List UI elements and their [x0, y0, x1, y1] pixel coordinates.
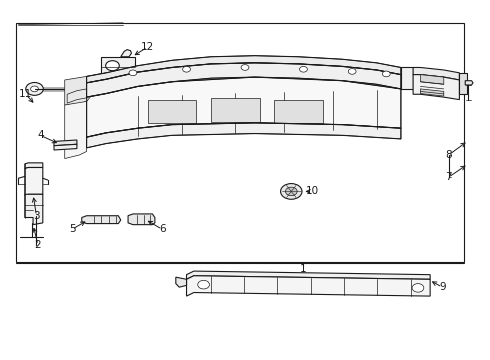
Polygon shape — [87, 63, 401, 97]
Polygon shape — [460, 73, 466, 94]
Polygon shape — [67, 89, 87, 103]
Text: 10: 10 — [306, 186, 319, 197]
Polygon shape — [65, 102, 87, 158]
Polygon shape — [54, 140, 77, 146]
Bar — [211, 98, 260, 122]
Circle shape — [198, 280, 209, 289]
Polygon shape — [187, 271, 430, 279]
Polygon shape — [87, 123, 401, 148]
Polygon shape — [413, 67, 460, 80]
Polygon shape — [420, 89, 444, 96]
Circle shape — [183, 66, 191, 72]
Circle shape — [30, 86, 38, 92]
Polygon shape — [420, 75, 444, 84]
Text: 7: 7 — [445, 172, 452, 182]
Text: 9: 9 — [439, 282, 445, 292]
Polygon shape — [176, 277, 187, 287]
Circle shape — [382, 71, 390, 77]
Circle shape — [129, 70, 137, 76]
Circle shape — [281, 184, 302, 199]
Bar — [101, 57, 135, 75]
Circle shape — [106, 61, 119, 71]
Polygon shape — [401, 67, 413, 89]
Polygon shape — [87, 77, 401, 137]
Bar — [16, 23, 464, 262]
Bar — [147, 100, 196, 123]
Circle shape — [26, 82, 43, 95]
Polygon shape — [25, 194, 43, 225]
Circle shape — [241, 64, 249, 70]
Text: 3: 3 — [33, 211, 40, 221]
Circle shape — [348, 68, 356, 74]
Circle shape — [412, 284, 424, 292]
Text: 4: 4 — [37, 130, 44, 140]
Text: 8: 8 — [445, 150, 452, 160]
Text: 11: 11 — [19, 89, 32, 99]
Polygon shape — [121, 50, 131, 57]
Text: 5: 5 — [69, 224, 75, 234]
Text: 1: 1 — [300, 264, 307, 274]
Polygon shape — [128, 214, 155, 225]
Circle shape — [286, 187, 297, 196]
Text: 2: 2 — [35, 240, 41, 250]
Polygon shape — [87, 56, 401, 83]
Polygon shape — [65, 73, 106, 105]
Text: 6: 6 — [159, 224, 166, 234]
Circle shape — [299, 66, 307, 72]
Polygon shape — [413, 75, 460, 100]
Bar — [274, 100, 323, 123]
Polygon shape — [465, 81, 473, 85]
Text: 12: 12 — [141, 42, 154, 52]
Polygon shape — [54, 144, 77, 150]
Polygon shape — [82, 216, 121, 224]
Polygon shape — [25, 163, 43, 168]
Polygon shape — [25, 167, 43, 195]
Polygon shape — [187, 276, 430, 296]
